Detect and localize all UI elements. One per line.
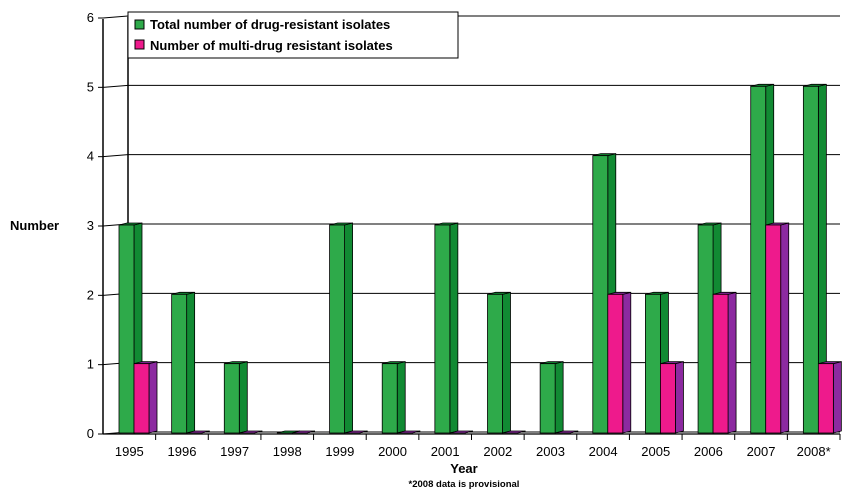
bar-multi-drug-1995 — [133, 361, 158, 434]
bar-front — [381, 363, 398, 434]
x-tick-label: 2008* — [797, 444, 831, 459]
bar-front — [802, 85, 819, 434]
bar-front — [592, 155, 609, 434]
x-tick-label: 1995 — [115, 444, 144, 459]
bar-total-2002 — [487, 291, 511, 434]
x-tick-label: 2001 — [431, 444, 460, 459]
bar-front — [223, 363, 240, 434]
bar-front — [539, 363, 556, 434]
footnote: *2008 data is provisional — [409, 479, 520, 489]
bar-multi-drug-2004 — [607, 291, 632, 434]
bar-front — [118, 224, 135, 434]
bar-side — [832, 361, 842, 434]
bar-total-1997 — [223, 361, 248, 434]
bar-top — [555, 430, 579, 434]
x-tick-label: 2002 — [483, 444, 512, 459]
bar-side — [675, 361, 684, 434]
bar-side — [502, 291, 511, 434]
bar-front — [645, 293, 661, 434]
x-tick-label: 1999 — [325, 444, 354, 459]
x-tick-label: 2005 — [641, 444, 670, 459]
bar-top — [186, 430, 210, 434]
y-tick-label: 6 — [87, 10, 94, 25]
bar-total-2001 — [434, 222, 459, 434]
bars — [118, 83, 842, 434]
bar-side — [780, 222, 790, 434]
legend: Total number of drug-resistant isolates … — [127, 11, 459, 59]
bar-side — [344, 222, 353, 434]
bar-side — [396, 361, 406, 434]
bar-total-2003 — [539, 361, 564, 434]
x-tick-labels: 1995 1996 1997 1998 1999 2000 2001 2002 2003 2004… — [115, 444, 831, 459]
bar-front — [697, 224, 714, 434]
bar-top — [449, 430, 473, 434]
bar-side — [727, 291, 737, 434]
bar-multi-drug-2006 — [712, 291, 737, 434]
bar-total-2000 — [381, 361, 406, 434]
bar-side — [554, 361, 564, 434]
bar-side — [622, 291, 632, 434]
y-tick-label: 2 — [87, 287, 94, 302]
x-tick-label: 2006 — [694, 444, 723, 459]
bar-multi-drug-2008* — [817, 361, 842, 434]
bar-multi-drug-1999 — [344, 430, 368, 434]
gridline-diagonal — [102, 154, 129, 158]
x-tick-label: 2000 — [378, 444, 407, 459]
x-tick-label: 1997 — [220, 444, 249, 459]
bar-side — [238, 361, 248, 434]
bar-front — [133, 363, 150, 434]
bar-total-1996 — [171, 291, 196, 434]
bar-multi-drug-2007 — [765, 222, 790, 434]
bar-multi-drug-1996 — [186, 430, 210, 434]
bar-front — [750, 85, 767, 434]
bar-multi-drug-1998 — [291, 430, 316, 434]
bar-front — [434, 224, 451, 434]
bar-top — [397, 430, 421, 434]
bar-front — [487, 293, 503, 434]
axes — [98, 17, 841, 440]
y-tick-label: 5 — [87, 79, 94, 94]
bar-front — [660, 363, 676, 434]
bar-front — [607, 293, 624, 434]
y-tick-label: 1 — [87, 357, 94, 372]
gridline-diagonal — [102, 84, 129, 88]
x-tick-label: 2004 — [589, 444, 618, 459]
x-axis-label: Year — [450, 461, 477, 476]
bar-total-2008* — [802, 83, 827, 434]
bar-side — [186, 291, 196, 434]
x-tick-label: 2007 — [747, 444, 776, 459]
bar-top — [344, 430, 368, 434]
bar-front — [712, 293, 729, 434]
bar-top — [239, 430, 263, 434]
y-tick-labels: 0 1 2 3 4 5 6 — [87, 10, 94, 441]
y-tick-label: 0 — [87, 426, 94, 441]
bar-side — [148, 361, 158, 434]
bar-front — [171, 293, 188, 434]
x-tick-label: 2003 — [536, 444, 565, 459]
y-tick-label: 3 — [87, 218, 94, 233]
legend-swatch-series-2 — [134, 39, 145, 50]
gridline-diagonal — [102, 15, 129, 19]
bar-total-1999 — [329, 222, 353, 434]
legend-label-series-1: Total number of drug-resistant isolates — [150, 17, 390, 32]
bar-multi-drug-2002 — [502, 430, 526, 434]
x-tick-label: 1996 — [168, 444, 197, 459]
legend-label-series-2: Number of multi-drug resistant isolates — [150, 38, 393, 53]
bar-top — [291, 430, 316, 434]
bar-front — [329, 224, 345, 434]
legend-swatch-series-1 — [134, 19, 145, 30]
bar-side — [449, 222, 459, 434]
bar-top — [502, 430, 526, 434]
bar-multi-drug-2000 — [397, 430, 421, 434]
y-axis-label: Number — [10, 218, 59, 233]
bar-multi-drug-2005 — [660, 361, 684, 434]
bar-front — [817, 363, 834, 434]
y-tick-label: 4 — [87, 149, 94, 164]
bar-multi-drug-1997 — [239, 430, 263, 434]
bar-multi-drug-2001 — [449, 430, 473, 434]
x-tick-label: 1998 — [273, 444, 302, 459]
bar-multi-drug-2003 — [555, 430, 579, 434]
bar-front — [765, 224, 782, 434]
